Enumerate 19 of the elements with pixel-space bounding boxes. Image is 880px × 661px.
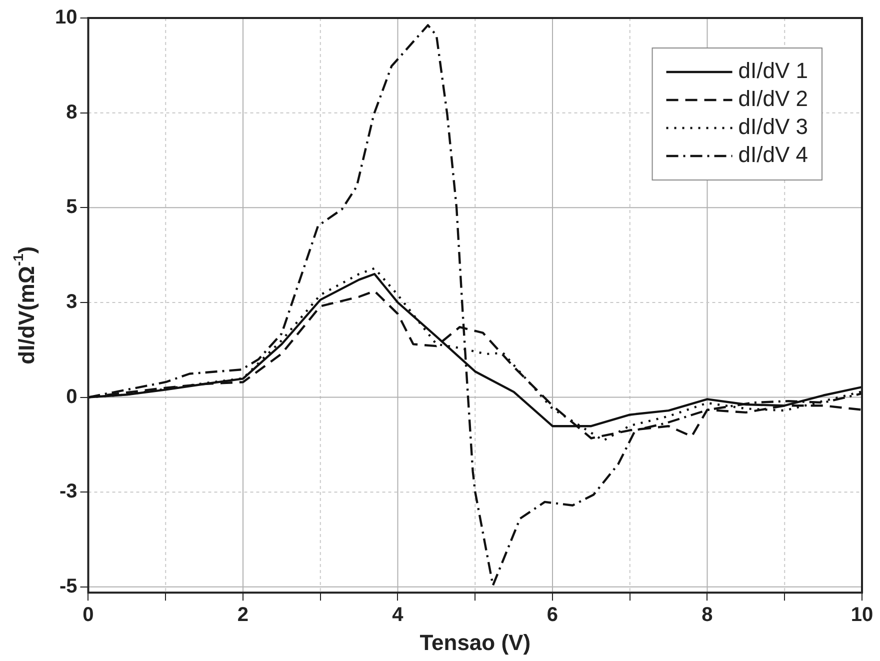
y-axis-title: dI/dV(mΩ-1) <box>10 246 40 364</box>
x-tick-label: 6 <box>546 604 558 626</box>
x-tick-label: 8 <box>702 604 713 626</box>
legend-label: dI/dV 1 <box>738 58 808 84</box>
x-axis-title: Tensao (V) <box>420 630 531 655</box>
y-tick-label: 5 <box>66 196 78 218</box>
y-tick-label: 8 <box>66 101 78 124</box>
x-tick-label: 0 <box>82 604 94 626</box>
x-tick-label: 2 <box>237 604 249 626</box>
x-tick-label: 10 <box>850 604 874 626</box>
y-tick-label: 10 <box>54 6 78 29</box>
y-tick-label: -3 <box>59 480 78 503</box>
legend-label: dI/dV 3 <box>738 114 808 140</box>
y-tick-label: -5 <box>59 575 78 598</box>
legend-label: dI/dV 2 <box>738 86 808 112</box>
y-tick-label: 0 <box>66 386 78 408</box>
y-tick-label: 3 <box>66 290 78 313</box>
x-tick-label: 4 <box>392 604 404 626</box>
legend-label: dI/dV 4 <box>738 142 808 168</box>
